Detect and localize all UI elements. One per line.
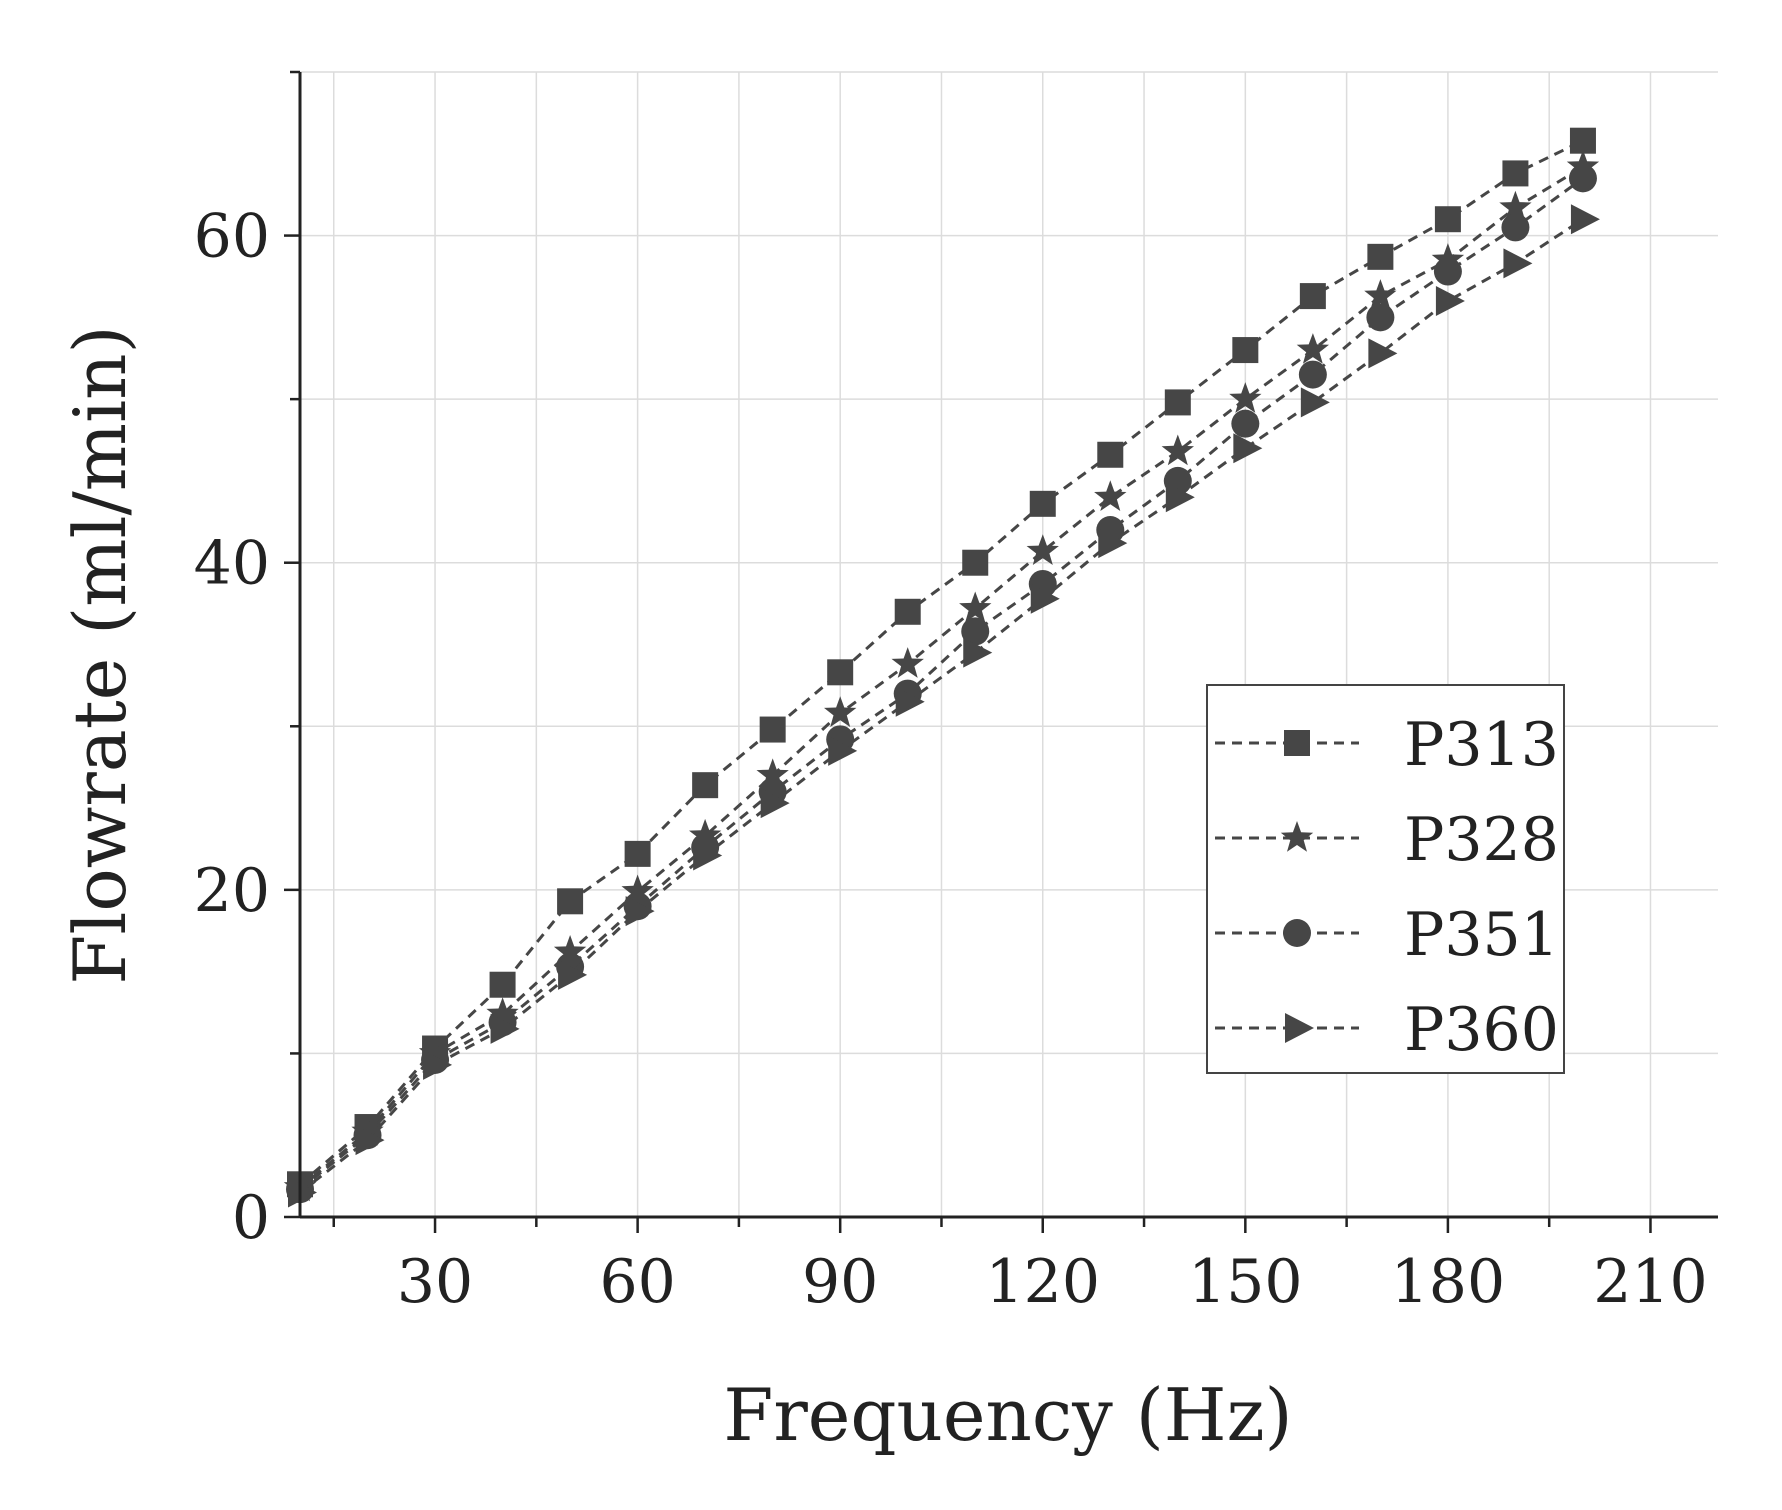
data-point-p360	[1030, 583, 1060, 614]
data-point-p328	[1499, 190, 1532, 222]
data-point-p328	[1026, 534, 1059, 565]
x-tick-label: 210	[1593, 1247, 1708, 1317]
legend-label: P360	[1404, 995, 1559, 1065]
legend-box	[1206, 684, 1565, 1074]
legend-entry-p360: P360	[1215, 995, 1559, 1065]
data-point-p360	[1435, 286, 1465, 316]
data-point-p313	[624, 840, 651, 867]
legend-entry-p313: P313	[1215, 710, 1559, 780]
legend-label: P351	[1404, 900, 1559, 970]
data-point-p313	[692, 772, 719, 799]
data-point-p328	[824, 696, 857, 727]
data-point-p351	[1231, 409, 1260, 438]
data-point-p360	[355, 1125, 385, 1156]
data-point-p313	[759, 716, 786, 743]
axes	[284, 70, 1718, 1233]
data-point-p328	[1161, 434, 1194, 466]
data-point-p360	[288, 1177, 317, 1208]
y-tick-label: 40	[194, 529, 270, 599]
data-point-p313	[1569, 127, 1596, 154]
x-tick-label: 90	[802, 1247, 878, 1317]
x-tick-label: 60	[599, 1247, 675, 1317]
legend-marker	[1280, 821, 1314, 852]
x-tick-label: 150	[1188, 1247, 1303, 1317]
data-point-p360	[760, 788, 790, 819]
data-point-p360	[1165, 482, 1195, 513]
legend-marker	[1283, 919, 1311, 947]
data-point-p328	[553, 935, 587, 966]
data-point-p313	[1164, 389, 1191, 416]
data-point-p313	[1434, 206, 1461, 233]
tick-labels: 30 60 90 120 150 180 210 0 20 40 60	[194, 202, 1708, 1317]
data-point-p360	[963, 637, 993, 668]
data-point-p360	[895, 686, 925, 717]
y-axis-title: Flowrate (ml/min)	[58, 325, 142, 984]
data-point-p313	[1029, 490, 1056, 517]
data-point-p328	[891, 647, 924, 678]
data-point-p313	[827, 659, 854, 686]
data-point-p360	[423, 1049, 453, 1080]
data-point-p328	[1094, 480, 1127, 511]
legend-marker	[1284, 730, 1310, 756]
data-point-p328	[756, 758, 789, 790]
data-point-p360	[1233, 433, 1263, 464]
legend-entry-p351: P351	[1215, 900, 1559, 970]
data-point-p360	[1368, 338, 1398, 369]
series-p313	[287, 127, 1596, 1198]
legend-label: P328	[1404, 805, 1559, 875]
data-point-p313	[1367, 243, 1394, 270]
legend-marker	[1285, 1013, 1314, 1043]
x-axis-title: Frequency (Hz)	[723, 1373, 1292, 1457]
legend-entry-p328: P328	[1215, 805, 1559, 875]
data-point-p360	[625, 896, 655, 927]
data-point-p328	[1296, 333, 1329, 364]
data-point-p328	[621, 874, 654, 906]
data-point-p313	[557, 888, 584, 915]
series-line-p360	[299, 217, 1584, 1194]
data-point-p313	[894, 598, 921, 625]
x-tick-label: 30	[397, 1247, 473, 1317]
y-tick-label: 20	[194, 856, 270, 926]
data-point-p313	[1502, 160, 1529, 187]
series-line-p351	[299, 177, 1584, 1191]
data-point-p360	[1098, 528, 1128, 559]
data-point-p313	[1232, 337, 1259, 364]
data-point-p313	[1299, 283, 1326, 310]
data-point-p351	[1501, 213, 1530, 242]
x-tick-label: 180	[1391, 1247, 1506, 1317]
data-point-p313	[1097, 441, 1124, 468]
data-point-p360	[1300, 387, 1330, 418]
data-point-p360	[693, 840, 723, 871]
y-tick-label: 60	[194, 202, 270, 272]
data-point-p351	[961, 617, 990, 646]
series-p360	[288, 204, 1600, 1208]
data-point-p351	[1568, 164, 1597, 193]
legend-label: P313	[1404, 710, 1559, 780]
series-group	[283, 127, 1600, 1208]
x-tick-label: 120	[985, 1247, 1100, 1317]
data-point-p360	[558, 959, 588, 990]
data-point-p313	[962, 549, 989, 576]
data-point-p351	[1298, 360, 1327, 389]
data-point-p360	[1503, 248, 1533, 279]
data-point-p360	[490, 1013, 520, 1044]
data-point-p313	[489, 971, 516, 998]
data-point-p360	[1570, 204, 1600, 235]
data-point-p328	[1229, 382, 1262, 413]
legend: P313 P328 P351 P360	[1206, 684, 1565, 1074]
y-tick-label: 0	[232, 1183, 270, 1253]
data-point-p328	[1364, 279, 1397, 310]
data-point-p360	[828, 735, 858, 766]
data-point-p351	[1433, 257, 1462, 286]
data-point-p351	[1366, 303, 1395, 332]
data-point-p328	[959, 591, 992, 623]
